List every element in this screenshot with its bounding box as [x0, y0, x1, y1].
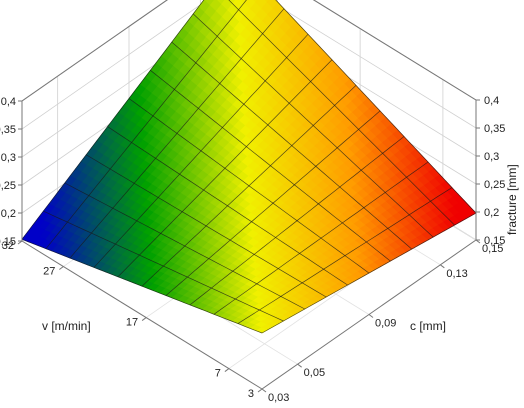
z-tick-label-right: 0,4 — [484, 95, 499, 107]
x-tick-label: 32 — [2, 240, 14, 252]
z-axis-ticks-right: 0,15 0,2 0,25 0,3 0,35 0,4 — [476, 95, 505, 247]
y-axis-ticks: 0,03 0,05 0,09 0,13 0,15 — [261, 239, 503, 404]
z-axis-ticks-left: 0,15 0,2 0,25 0,3 0,35 0,4 — [0, 96, 22, 248]
z-tick-label-right: 0,35 — [484, 123, 505, 135]
y-tick-label: 0,15 — [482, 243, 503, 255]
z-tick-label-right: 0,3 — [484, 151, 499, 163]
z-tick-label-left: 0,15 — [0, 236, 16, 248]
z-tick-label-right: 0,2 — [484, 207, 499, 219]
x-axis-label: v [m/min] — [42, 319, 91, 333]
x-tick-label: 17 — [126, 317, 138, 329]
z-axis-label: fracture [mm] — [505, 164, 519, 235]
x-tick-label: 3 — [248, 388, 254, 400]
y-axis-label: c [mm] — [410, 319, 446, 333]
surface-plot — [21, 0, 477, 334]
y-tick-label: 0,09 — [375, 318, 396, 330]
x-axis-ticks: 32 27 17 7 3 — [2, 240, 263, 400]
y-tick-label: 0,03 — [268, 392, 289, 404]
x-tick-label: 27 — [43, 266, 55, 278]
z-tick-label-left: 0,4 — [1, 96, 16, 108]
z-tick-label-right: 0,25 — [484, 179, 505, 191]
y-tick-label: 0,05 — [304, 367, 325, 379]
z-tick-label-left: 0,2 — [1, 208, 16, 220]
z-tick-label-left: 0,25 — [0, 180, 16, 192]
z-tick-label-left: 0,3 — [1, 152, 16, 164]
y-tick-label: 0,13 — [446, 268, 467, 280]
z-tick-label-left: 0,35 — [0, 124, 16, 136]
x-tick-label: 7 — [215, 368, 221, 380]
z-tick-label-right: 0,15 — [484, 235, 505, 247]
